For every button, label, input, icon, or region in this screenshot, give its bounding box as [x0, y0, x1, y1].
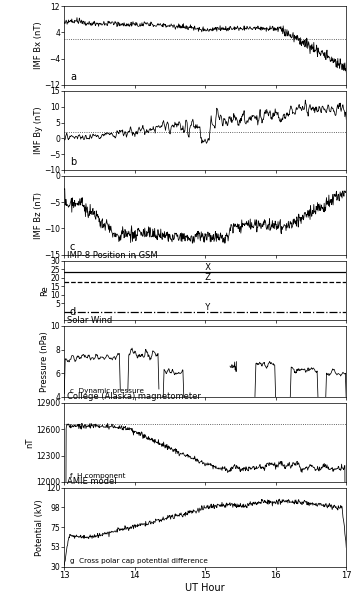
Y-axis label: IMF Bz (nT): IMF Bz (nT) — [34, 192, 43, 239]
Text: Solar Wind: Solar Wind — [67, 315, 112, 324]
Text: c  Dynamic pressure: c Dynamic pressure — [70, 388, 144, 394]
Text: d: d — [70, 308, 76, 317]
X-axis label: UT Hour: UT Hour — [186, 582, 225, 593]
Text: Z: Z — [200, 273, 211, 282]
Y-axis label: nT: nT — [26, 437, 35, 447]
Text: X: X — [200, 263, 211, 272]
Y-axis label: Pressure (nPa): Pressure (nPa) — [40, 331, 49, 392]
Text: c: c — [70, 242, 75, 252]
Text: b: b — [70, 157, 76, 167]
Y-axis label: IMF By (nT): IMF By (nT) — [34, 107, 43, 154]
Y-axis label: IMF Bx (nT): IMF Bx (nT) — [34, 22, 43, 69]
Text: a: a — [70, 72, 76, 82]
Text: AMIE model: AMIE model — [67, 478, 117, 487]
Text: Y: Y — [200, 303, 210, 312]
Text: f  H component: f H component — [70, 473, 125, 479]
Y-axis label: Re: Re — [40, 285, 49, 295]
Text: College (Alaska) magnetometer: College (Alaska) magnetometer — [67, 393, 201, 402]
Y-axis label: Potential (kV): Potential (kV) — [35, 499, 44, 556]
Text: g  Cross polar cap potential difference: g Cross polar cap potential difference — [70, 558, 208, 564]
Text: IMP-8 Position in GSM: IMP-8 Position in GSM — [67, 251, 158, 260]
